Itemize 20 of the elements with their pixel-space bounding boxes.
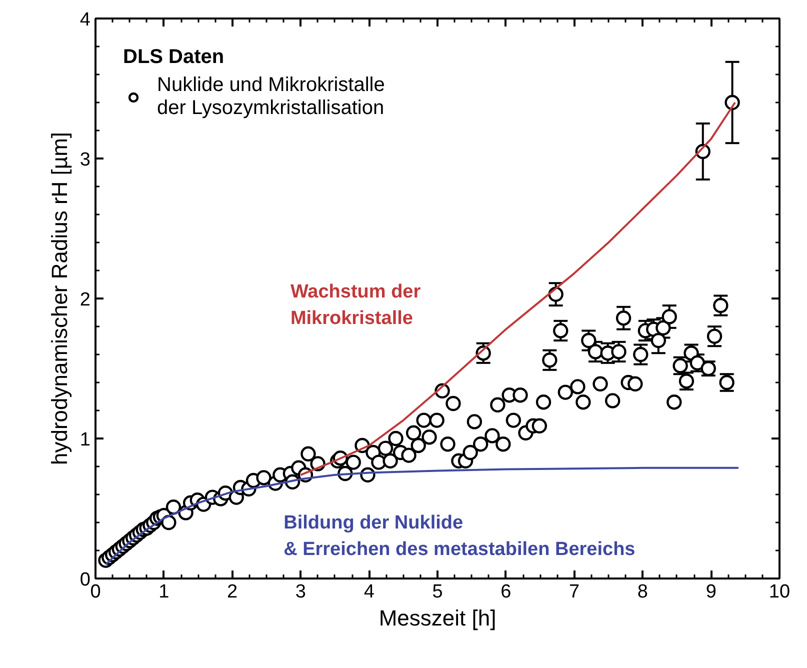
x-tick-label: 2 (227, 582, 238, 602)
text: Wachstum der Mikrokristalle (290, 282, 422, 329)
y-tick-label: 4 (80, 10, 91, 30)
y-axis-title: hydrodynamischer Radius rH [µm] (46, 132, 72, 466)
y-tick-label: 2 (80, 290, 91, 310)
x-tick-label: 9 (706, 582, 716, 602)
x-tick-label: 7 (569, 582, 580, 602)
x-tick-label: 4 (364, 582, 375, 602)
x-tick-label: 10 (768, 582, 790, 602)
x-tick-label: 6 (500, 582, 512, 602)
y-tick-label: 3 (80, 150, 91, 170)
x-tick-label: 5 (432, 582, 443, 602)
x-axis-title: Messzeit [h] (378, 606, 496, 630)
y-tick-label: 1 (80, 430, 91, 450)
x-tick-label: 3 (295, 582, 306, 602)
x-tick-label: 1 (158, 582, 170, 602)
x-tick-label: 8 (637, 582, 648, 602)
legend-title: DLS Daten (123, 46, 226, 69)
legend-label: Nuklide und Mikrokristalle der Lysozymkristallisation (157, 74, 385, 120)
series-label: Bildung der Nuklide & Erreichen des metastabilen Bereichs (284, 512, 636, 560)
